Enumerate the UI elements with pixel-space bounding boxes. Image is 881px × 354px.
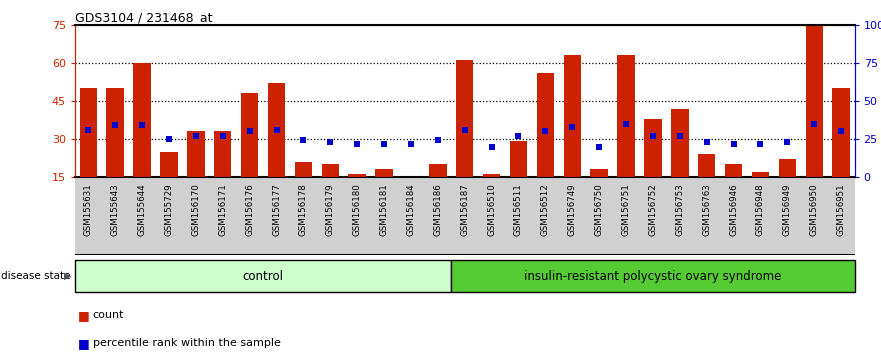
Text: GSM156178: GSM156178 bbox=[299, 183, 308, 236]
Point bbox=[619, 121, 633, 127]
Text: GSM156186: GSM156186 bbox=[433, 183, 442, 236]
Text: GSM156948: GSM156948 bbox=[756, 183, 765, 236]
Point bbox=[189, 133, 203, 139]
Point bbox=[216, 133, 230, 139]
Text: GSM156176: GSM156176 bbox=[245, 183, 254, 236]
Text: GSM156751: GSM156751 bbox=[621, 183, 631, 236]
Text: GSM156750: GSM156750 bbox=[595, 183, 603, 236]
Bar bbox=[618, 55, 635, 177]
Point bbox=[485, 144, 499, 149]
Text: ■: ■ bbox=[78, 337, 89, 350]
Point bbox=[296, 138, 310, 143]
Text: GSM156170: GSM156170 bbox=[191, 183, 200, 236]
Point bbox=[457, 127, 471, 133]
Point bbox=[807, 121, 821, 127]
Text: ■: ■ bbox=[78, 309, 89, 321]
Text: GSM156187: GSM156187 bbox=[460, 183, 470, 236]
Point bbox=[81, 127, 95, 133]
Bar bbox=[268, 83, 285, 177]
Text: GSM156763: GSM156763 bbox=[702, 183, 711, 236]
Text: GSM156749: GSM156749 bbox=[567, 183, 577, 236]
Point bbox=[727, 141, 741, 146]
Bar bbox=[671, 108, 689, 177]
Bar bbox=[537, 73, 554, 177]
Point bbox=[592, 144, 606, 149]
Point bbox=[162, 136, 176, 142]
Point bbox=[270, 127, 284, 133]
Bar bbox=[429, 164, 447, 177]
Text: GSM156946: GSM156946 bbox=[729, 183, 738, 236]
Point bbox=[566, 124, 580, 130]
Bar bbox=[375, 170, 393, 177]
Bar bbox=[779, 159, 796, 177]
Bar bbox=[107, 88, 124, 177]
Text: GSM156950: GSM156950 bbox=[810, 183, 818, 236]
Text: GSM156752: GSM156752 bbox=[648, 183, 657, 236]
Text: control: control bbox=[242, 270, 284, 282]
Text: disease state: disease state bbox=[1, 271, 70, 281]
Text: GSM156179: GSM156179 bbox=[326, 183, 335, 236]
Bar bbox=[751, 172, 769, 177]
Bar bbox=[564, 55, 581, 177]
Text: count: count bbox=[93, 310, 124, 320]
Point bbox=[512, 133, 526, 139]
Bar bbox=[349, 175, 366, 177]
Point bbox=[781, 139, 795, 145]
Bar bbox=[590, 170, 608, 177]
Bar bbox=[456, 60, 473, 177]
Point bbox=[242, 129, 256, 134]
Point bbox=[538, 129, 552, 134]
Text: GSM156951: GSM156951 bbox=[837, 183, 846, 236]
Point bbox=[135, 122, 149, 128]
Text: GSM156177: GSM156177 bbox=[272, 183, 281, 236]
Text: GSM156511: GSM156511 bbox=[514, 183, 523, 236]
Bar bbox=[241, 93, 258, 177]
Text: GSM156181: GSM156181 bbox=[380, 183, 389, 236]
Point bbox=[403, 141, 418, 146]
Bar bbox=[483, 175, 500, 177]
Bar bbox=[214, 131, 232, 177]
Text: GSM155729: GSM155729 bbox=[165, 183, 174, 236]
Point bbox=[700, 139, 714, 145]
Point bbox=[323, 139, 337, 145]
Text: GSM156171: GSM156171 bbox=[218, 183, 227, 236]
Point bbox=[646, 133, 660, 139]
Bar bbox=[805, 25, 823, 177]
Text: GSM155644: GSM155644 bbox=[137, 183, 146, 236]
Bar bbox=[725, 164, 743, 177]
Text: percentile rank within the sample: percentile rank within the sample bbox=[93, 338, 280, 348]
Bar bbox=[510, 142, 527, 177]
Point bbox=[834, 129, 848, 134]
Text: GSM156949: GSM156949 bbox=[783, 183, 792, 236]
Point bbox=[377, 141, 391, 146]
Text: GSM155643: GSM155643 bbox=[111, 183, 120, 236]
Bar bbox=[75, 260, 451, 292]
Bar bbox=[644, 119, 662, 177]
Point bbox=[431, 138, 445, 143]
Point bbox=[108, 122, 122, 128]
Bar bbox=[322, 164, 339, 177]
Bar bbox=[294, 162, 312, 177]
Point bbox=[673, 133, 687, 139]
Bar bbox=[698, 154, 715, 177]
Bar bbox=[79, 88, 97, 177]
Text: GSM156510: GSM156510 bbox=[487, 183, 496, 236]
Text: GSM156512: GSM156512 bbox=[541, 183, 550, 236]
Text: GSM156180: GSM156180 bbox=[352, 183, 362, 236]
Bar bbox=[451, 260, 855, 292]
Bar bbox=[187, 131, 204, 177]
Point bbox=[753, 141, 767, 146]
Bar bbox=[833, 88, 850, 177]
Text: GSM156753: GSM156753 bbox=[676, 183, 685, 236]
Bar bbox=[133, 63, 151, 177]
Text: GSM156184: GSM156184 bbox=[406, 183, 416, 236]
Text: GDS3104 / 231468_at: GDS3104 / 231468_at bbox=[75, 11, 212, 24]
Point bbox=[350, 141, 364, 146]
Text: insulin-resistant polycystic ovary syndrome: insulin-resistant polycystic ovary syndr… bbox=[524, 270, 781, 282]
Text: GSM155631: GSM155631 bbox=[84, 183, 93, 236]
Text: ▶: ▶ bbox=[64, 271, 72, 281]
Bar bbox=[160, 152, 178, 177]
